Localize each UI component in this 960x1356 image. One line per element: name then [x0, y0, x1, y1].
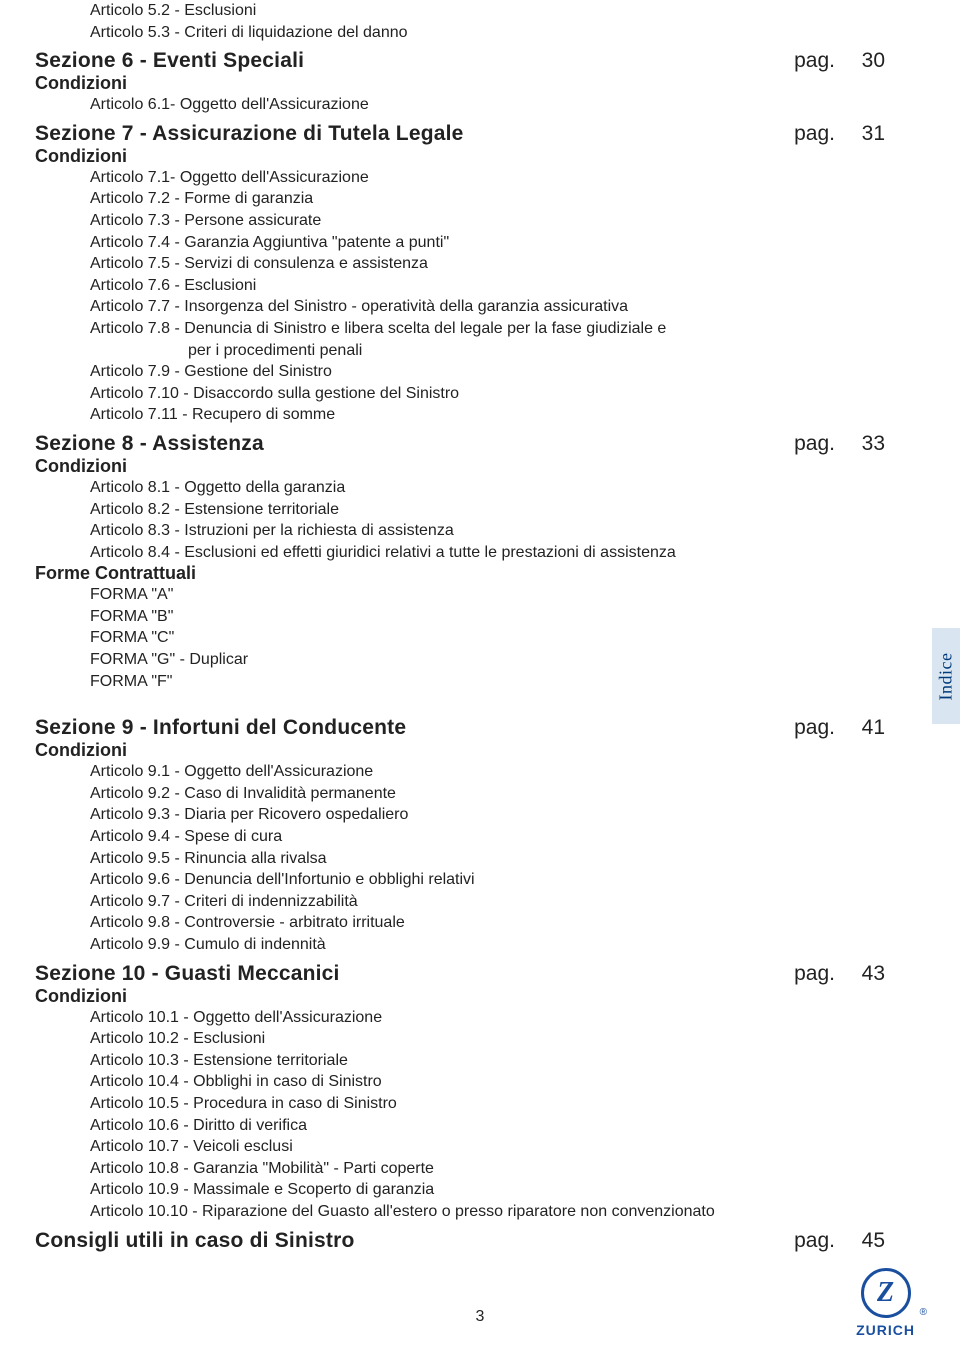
section-title: Sezione 10 - Guasti Meccanici: [35, 962, 340, 986]
pag-num: 43: [857, 962, 885, 986]
pag-num: 31: [857, 122, 885, 146]
page-ref: pag. 41: [794, 716, 885, 740]
articolo: Articolo 9.4 - Spese di cura: [90, 826, 885, 848]
condizioni-label: Condizioni: [35, 740, 885, 761]
zurich-logo: Z ZURICH ®: [856, 1268, 915, 1338]
articolo: Articolo 10.10 - Riparazione del Guasto …: [90, 1201, 885, 1223]
forma: FORMA "B": [90, 606, 885, 628]
articolo: Articolo 10.6 - Diritto di verifica: [90, 1115, 885, 1137]
logo-circle-icon: Z: [861, 1268, 911, 1318]
forme-contrattuali-label: Forme Contrattuali: [35, 563, 885, 584]
page-ref: pag. 31: [794, 122, 885, 146]
forma: FORMA "F": [90, 671, 885, 693]
condizioni-label: Condizioni: [35, 986, 885, 1007]
articolo: Articolo 5.2 - Esclusioni: [90, 0, 885, 22]
logo-glyph: Z: [877, 1277, 894, 1309]
articolo: Articolo 10.7 - Veicoli esclusi: [90, 1136, 885, 1158]
side-tab-label: Indice: [936, 652, 957, 700]
forme-list: FORMA "A" FORMA "B" FORMA "C" FORMA "G" …: [90, 584, 885, 692]
articoli-list: Articolo 9.1 - Oggetto dell'Assicurazion…: [90, 761, 885, 955]
side-tab-indice: Indice: [932, 628, 960, 724]
articolo: Articolo 10.3 - Estensione territoriale: [90, 1050, 885, 1072]
articolo: Articolo 10.1 - Oggetto dell'Assicurazio…: [90, 1007, 885, 1029]
section-title: Sezione 9 - Infortuni del Conducente: [35, 716, 406, 740]
articolo: Articolo 9.6 - Denuncia dell'Infortunio …: [90, 869, 885, 891]
articolo: Articolo 10.4 - Obblighi in caso di Sini…: [90, 1071, 885, 1093]
page-number: 3: [0, 1308, 960, 1326]
page-ref: pag. 33: [794, 432, 885, 456]
pag-label: pag.: [794, 432, 835, 456]
articolo: Articolo 10.5 - Procedura in caso di Sin…: [90, 1093, 885, 1115]
pag-num: 41: [857, 716, 885, 740]
articolo: Articolo 7.2 - Forme di garanzia: [90, 188, 885, 210]
forma: FORMA "A": [90, 584, 885, 606]
articolo: Articolo 10.2 - Esclusioni: [90, 1028, 885, 1050]
pag-label: pag.: [794, 716, 835, 740]
articolo: Articolo 7.11 - Recupero di somme: [90, 404, 885, 426]
condizioni-label: Condizioni: [35, 456, 885, 477]
section-title: Sezione 7 - Assicurazione di Tutela Lega…: [35, 122, 464, 146]
articolo: Articolo 7.1- Oggetto dell'Assicurazione: [90, 167, 885, 189]
articolo: Articolo 7.7 - Insorgenza del Sinistro -…: [90, 296, 885, 318]
articolo: Articolo 5.3 - Criteri di liquidazione d…: [90, 22, 885, 44]
articolo: Articolo 8.3 - Istruzioni per la richies…: [90, 520, 885, 542]
articolo: Articolo 9.5 - Rinuncia alla rivalsa: [90, 848, 885, 870]
section-consigli: Consigli utili in caso di Sinistro pag. …: [35, 1229, 885, 1253]
articoli-pre: Articolo 5.2 - Esclusioni Articolo 5.3 -…: [90, 0, 885, 43]
articolo: Articolo 8.1 - Oggetto della garanzia: [90, 477, 885, 499]
pag-num: 33: [857, 432, 885, 456]
articolo: Articolo 7.6 - Esclusioni: [90, 275, 885, 297]
pag-label: pag.: [794, 49, 835, 73]
section-9: Sezione 9 - Infortuni del Conducente pag…: [35, 716, 885, 955]
articolo: Articolo 6.1- Oggetto dell'Assicurazione: [90, 94, 885, 116]
section-title: Consigli utili in caso di Sinistro: [35, 1229, 355, 1253]
condizioni-label: Condizioni: [35, 146, 885, 167]
articolo: Articolo 9.7 - Criteri di indennizzabili…: [90, 891, 885, 913]
section-title: Sezione 6 - Eventi Speciali: [35, 49, 304, 73]
articolo: Articolo 9.3 - Diaria per Ricovero osped…: [90, 804, 885, 826]
forma: FORMA "G" - Duplicar: [90, 649, 885, 671]
pag-num: 30: [857, 49, 885, 73]
articolo: Articolo 10.9 - Massimale e Scoperto di …: [90, 1179, 885, 1201]
articoli-list: Articolo 7.1- Oggetto dell'Assicurazione…: [90, 167, 885, 426]
page-ref: pag. 43: [794, 962, 885, 986]
pag-label: pag.: [794, 1229, 835, 1253]
articoli-list: Articolo 6.1- Oggetto dell'Assicurazione: [90, 94, 885, 116]
pag-label: pag.: [794, 962, 835, 986]
articolo: Articolo 7.10 - Disaccordo sulla gestion…: [90, 383, 885, 405]
articolo: Articolo 7.9 - Gestione del Sinistro: [90, 361, 885, 383]
articoli-list: Articolo 8.1 - Oggetto della garanzia Ar…: [90, 477, 885, 563]
toc-content: Articolo 5.2 - Esclusioni Articolo 5.3 -…: [35, 0, 885, 1253]
section-10: Sezione 10 - Guasti Meccanici pag. 43 Co…: [35, 962, 885, 1223]
section-title: Sezione 8 - Assistenza: [35, 432, 264, 456]
articolo: Articolo 7.4 - Garanzia Aggiuntiva "pate…: [90, 232, 885, 254]
logo-brand: ZURICH: [856, 1322, 915, 1338]
articolo-continuation: per i procedimenti penali: [90, 340, 885, 362]
articolo: Articolo 9.2 - Caso di Invalidità perman…: [90, 783, 885, 805]
pag-label: pag.: [794, 122, 835, 146]
articolo: Articolo 7.3 - Persone assicurate: [90, 210, 885, 232]
page-ref: pag. 45: [794, 1229, 885, 1253]
section-6: Sezione 6 - Eventi Speciali pag. 30 Cond…: [35, 49, 885, 116]
articolo: Articolo 9.1 - Oggetto dell'Assicurazion…: [90, 761, 885, 783]
section-8: Sezione 8 - Assistenza pag. 33 Condizion…: [35, 432, 885, 692]
articolo: Articolo 9.8 - Controversie - arbitrato …: [90, 912, 885, 934]
articoli-list: Articolo 10.1 - Oggetto dell'Assicurazio…: [90, 1007, 885, 1223]
articolo: Articolo 8.4 - Esclusioni ed effetti giu…: [90, 542, 885, 564]
articolo: Articolo 10.8 - Garanzia "Mobilità" - Pa…: [90, 1158, 885, 1180]
forma: FORMA "C": [90, 627, 885, 649]
logo-registered: ®: [920, 1307, 927, 1318]
articolo: Articolo 9.9 - Cumulo di indennità: [90, 934, 885, 956]
articolo: Articolo 7.8 - Denuncia di Sinistro e li…: [90, 318, 885, 340]
condizioni-label: Condizioni: [35, 73, 885, 94]
articolo: Articolo 8.2 - Estensione territoriale: [90, 499, 885, 521]
section-7: Sezione 7 - Assicurazione di Tutela Lega…: [35, 122, 885, 426]
page-ref: pag. 30: [794, 49, 885, 73]
pag-num: 45: [857, 1229, 885, 1253]
articolo: Articolo 7.5 - Servizi di consulenza e a…: [90, 253, 885, 275]
